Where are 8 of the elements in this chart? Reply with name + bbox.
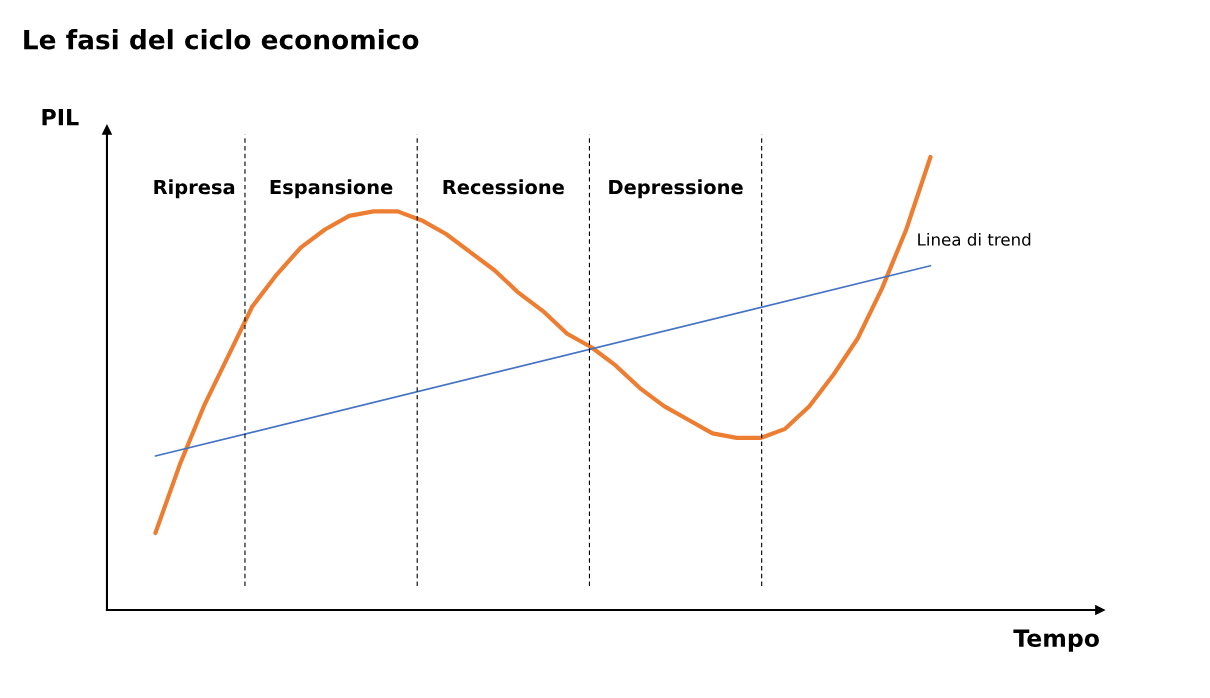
y-axis-title: PIL	[42, 109, 79, 126]
annotation: Linea di trend	[918, 232, 1031, 246]
chart-title: Le fasi del ciclo economico	[24, 29, 419, 50]
annotation: Espansione	[270, 179, 393, 199]
annotation: Ripresa	[154, 179, 235, 199]
annotation: Recessione	[443, 179, 564, 195]
annotation: Depressione	[609, 179, 743, 199]
x-axis-title: Tempo	[1013, 629, 1099, 652]
